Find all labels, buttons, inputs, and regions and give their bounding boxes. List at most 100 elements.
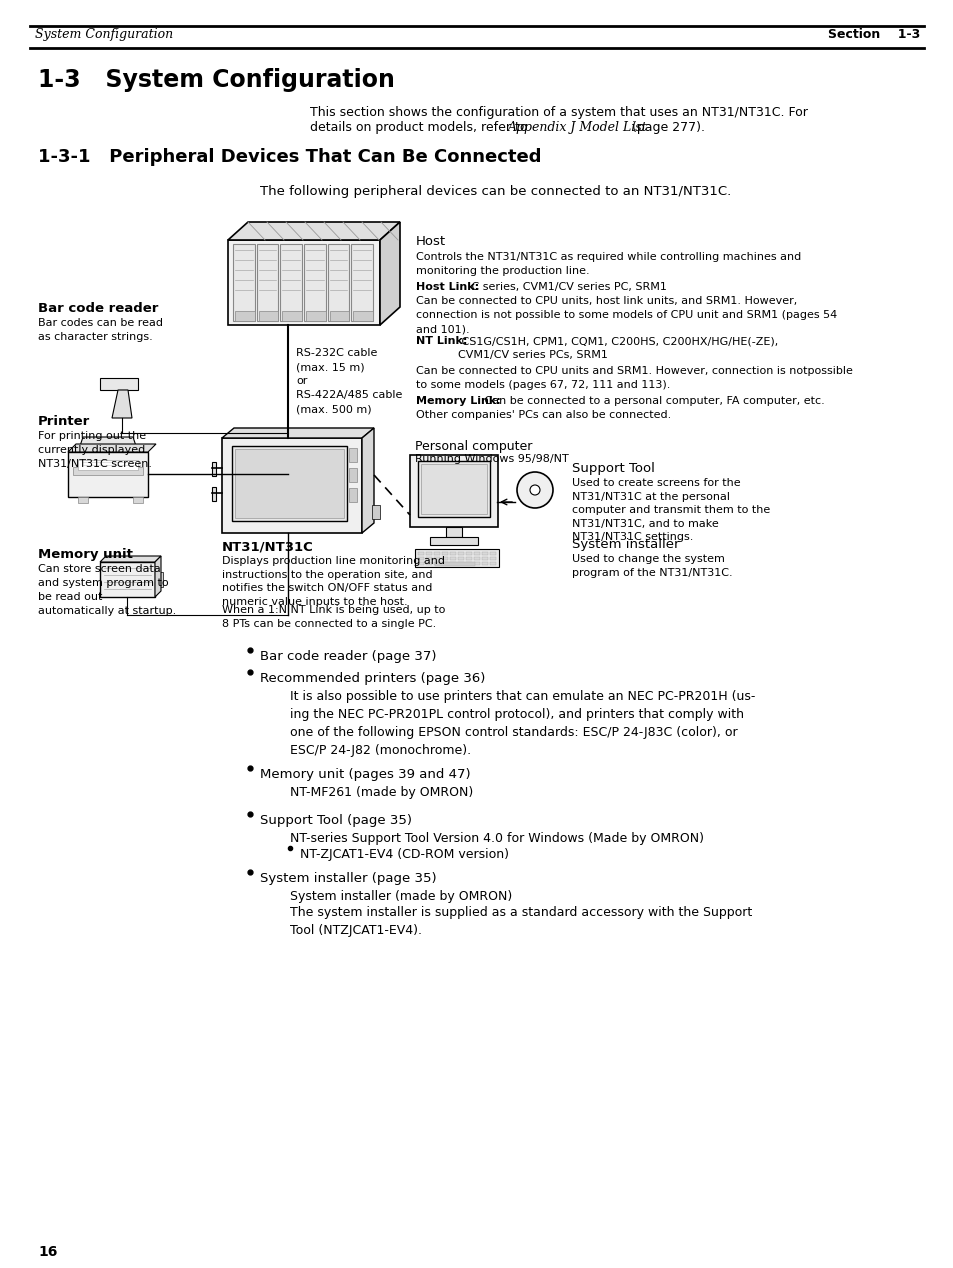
Bar: [330, 311, 349, 321]
Text: Printer: Printer: [38, 415, 91, 429]
Bar: [154, 572, 163, 587]
Text: C series, CVM1/CV series PC, SRM1: C series, CVM1/CV series PC, SRM1: [468, 281, 666, 292]
Bar: [457, 552, 463, 555]
Text: Displays production line monitoring and
instructions to the operation site, and
: Displays production line monitoring and …: [222, 555, 444, 607]
Bar: [280, 243, 302, 321]
Bar: [353, 311, 373, 321]
Bar: [450, 562, 456, 566]
Text: Used to change the system
program of the NT31/NT31C.: Used to change the system program of the…: [572, 554, 732, 578]
Text: NT31/NT31C: NT31/NT31C: [222, 540, 314, 553]
Circle shape: [530, 484, 539, 495]
Text: System Configuration: System Configuration: [35, 28, 172, 41]
Text: NT-MF261 (made by OMRON): NT-MF261 (made by OMRON): [290, 786, 473, 799]
Polygon shape: [68, 444, 156, 451]
Text: NT Link:: NT Link:: [416, 336, 467, 346]
Text: Memory unit: Memory unit: [38, 548, 132, 560]
Text: Appendix J Model List: Appendix J Model List: [507, 120, 647, 134]
Text: CS1G/CS1H, CPM1, CQM1, C200HS, C200HX/HG/HE(-ZE),
CVM1/CV series PCs, SRM1: CS1G/CS1H, CPM1, CQM1, C200HS, C200HX/HG…: [457, 336, 778, 360]
Text: Other companies' PCs can also be connected.: Other companies' PCs can also be connect…: [416, 410, 671, 420]
Bar: [234, 311, 254, 321]
Text: NT-series Support Tool Version 4.0 for Windows (Made by OMRON): NT-series Support Tool Version 4.0 for W…: [290, 832, 703, 844]
Bar: [450, 557, 456, 560]
Bar: [258, 311, 278, 321]
Bar: [474, 552, 479, 555]
Bar: [426, 552, 432, 555]
Text: Used to create screens for the
NT31/NT31C at the personal
computer and transmit : Used to create screens for the NT31/NT31…: [572, 478, 769, 543]
Text: System installer (page 35): System installer (page 35): [260, 872, 436, 885]
Bar: [212, 487, 215, 501]
Polygon shape: [78, 437, 138, 451]
Bar: [430, 538, 477, 545]
Text: It is also possible to use printers that can emulate an NEC PC-PR201H (us-
ing t: It is also possible to use printers that…: [290, 690, 755, 757]
Bar: [327, 243, 349, 321]
Text: RS-232C cable
(max. 15 m)
or
RS-422A/485 cable
(max. 500 m): RS-232C cable (max. 15 m) or RS-422A/485…: [295, 347, 402, 413]
Bar: [417, 462, 490, 517]
Bar: [132, 497, 143, 503]
Text: details on product models, refer to: details on product models, refer to: [310, 120, 531, 134]
Text: Host Link:: Host Link:: [416, 281, 478, 292]
Bar: [474, 557, 479, 560]
Bar: [234, 449, 344, 519]
Bar: [417, 557, 423, 560]
Bar: [426, 562, 432, 566]
Bar: [481, 562, 488, 566]
Polygon shape: [228, 222, 399, 240]
Bar: [490, 562, 496, 566]
Bar: [349, 488, 356, 502]
Bar: [474, 562, 479, 566]
Text: System installer: System installer: [572, 538, 679, 552]
Text: Recommended printers (page 36): Recommended printers (page 36): [260, 672, 485, 685]
Bar: [465, 557, 472, 560]
Bar: [73, 467, 143, 476]
Text: Controls the NT31/NT31C as required while controlling machines and
monitoring th: Controls the NT31/NT31C as required whil…: [416, 252, 801, 276]
Circle shape: [517, 472, 553, 508]
Bar: [415, 549, 498, 567]
Text: Memory unit (pages 39 and 47): Memory unit (pages 39 and 47): [260, 768, 470, 781]
Bar: [417, 552, 423, 555]
Text: System installer (made by OMRON): System installer (made by OMRON): [290, 890, 512, 903]
Bar: [490, 557, 496, 560]
Text: 1-3   System Configuration: 1-3 System Configuration: [38, 68, 395, 93]
Bar: [78, 497, 88, 503]
Text: Can be connected to CPU units, host link units, and SRM1. However,
connection is: Can be connected to CPU units, host link…: [416, 295, 837, 333]
Text: Can be connected to CPU units and SRM1. However, connection is notpossible
to so: Can be connected to CPU units and SRM1. …: [416, 366, 852, 391]
Bar: [282, 311, 302, 321]
Bar: [349, 448, 356, 462]
Polygon shape: [361, 429, 374, 533]
Bar: [457, 562, 463, 566]
Bar: [441, 562, 448, 566]
Bar: [446, 527, 461, 538]
Bar: [306, 311, 325, 321]
Text: Can be connected to a personal computer, FA computer, etc.: Can be connected to a personal computer,…: [480, 396, 824, 406]
Bar: [457, 557, 463, 560]
Bar: [228, 240, 379, 325]
Text: When a 1:N NT Link is being used, up to
8 PTs can be connected to a single PC.: When a 1:N NT Link is being used, up to …: [222, 605, 445, 629]
Bar: [434, 557, 439, 560]
Bar: [222, 437, 361, 533]
Bar: [435, 562, 475, 566]
Text: 1-3-1   Peripheral Devices That Can Be Connected: 1-3-1 Peripheral Devices That Can Be Con…: [38, 148, 541, 166]
Bar: [426, 557, 432, 560]
Text: Bar code reader: Bar code reader: [38, 302, 158, 314]
Bar: [481, 552, 488, 555]
Text: Support Tool: Support Tool: [572, 462, 654, 476]
Bar: [100, 378, 138, 391]
Bar: [256, 243, 278, 321]
Bar: [232, 446, 347, 521]
Text: The following peripheral devices can be connected to an NT31/NT31C.: The following peripheral devices can be …: [260, 185, 731, 198]
Bar: [78, 460, 138, 470]
Text: Bar codes can be read
as character strings.: Bar codes can be read as character strin…: [38, 318, 163, 342]
Bar: [450, 552, 456, 555]
Bar: [465, 552, 472, 555]
Bar: [372, 505, 379, 519]
Bar: [410, 455, 497, 527]
Bar: [351, 243, 373, 321]
Text: Personal computer: Personal computer: [415, 440, 532, 453]
Text: Can store screen data
and system program to
be read out
automatically at startup: Can store screen data and system program…: [38, 564, 176, 616]
Bar: [304, 243, 325, 321]
Text: Section    1-3: Section 1-3: [827, 28, 919, 41]
Bar: [233, 243, 254, 321]
Bar: [441, 552, 448, 555]
Bar: [100, 562, 154, 597]
Bar: [441, 557, 448, 560]
